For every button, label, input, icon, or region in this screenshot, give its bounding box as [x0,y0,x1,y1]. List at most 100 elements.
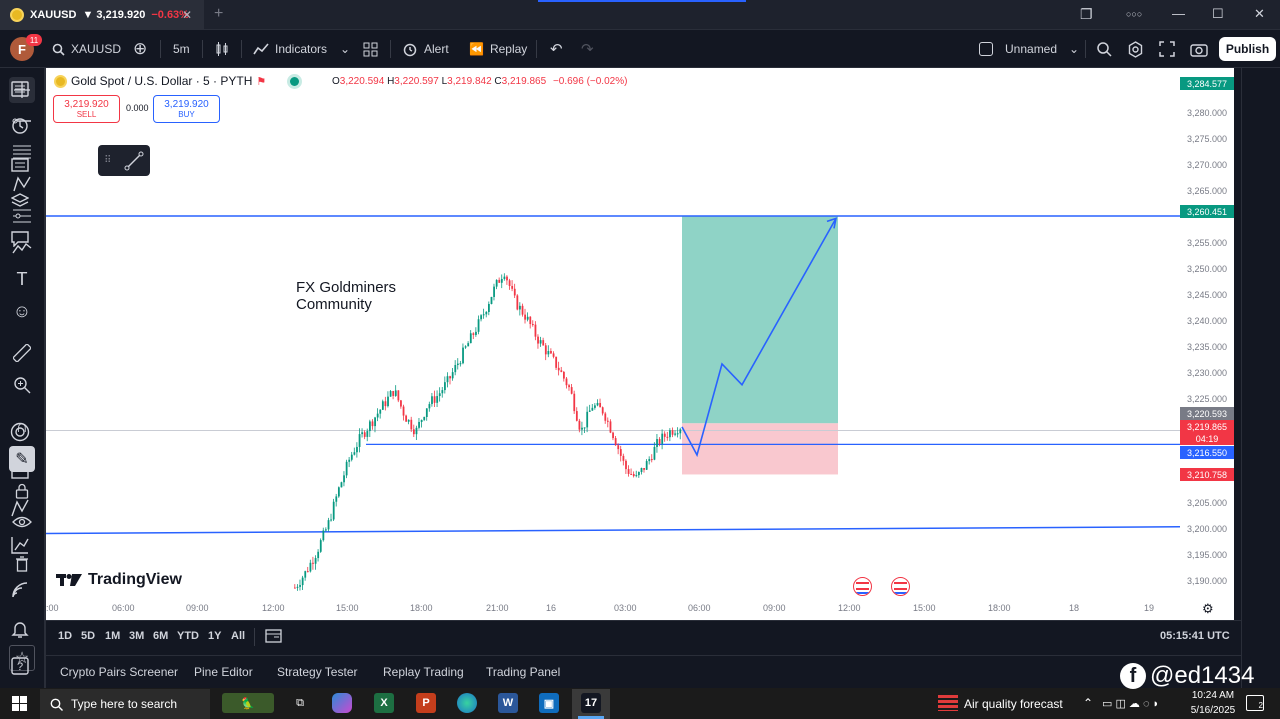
calendar-icon[interactable] [8,458,32,482]
alert-button[interactable]: Alert [402,30,449,68]
indicators-dropdown-chevron-icon[interactable]: ⌄ [340,42,351,56]
quick-search-button[interactable] [1096,30,1112,68]
tray-chevron-up-icon[interactable]: ⌃ [1083,696,1094,710]
taskbar-date[interactable]: 5/16/2025 [1190,705,1236,716]
facebook-icon: f [1120,663,1146,689]
range-button-5d[interactable]: 5D [81,630,96,642]
open-value: 3,220.594 [339,76,385,87]
weather-widget[interactable]: Air quality forecast [964,697,1063,711]
bottom-tab-strategy-tester[interactable]: Strategy Tester [277,665,358,679]
text-tool-icon[interactable]: T [16,268,28,289]
alerts-clock-icon[interactable] [8,114,32,138]
utc-clock[interactable]: 05:15:41 UTC [1160,630,1230,642]
candle-body [632,474,635,477]
help-icon[interactable]: ? [8,654,32,678]
trend-chart-icon[interactable] [8,533,32,557]
tab-close-icon[interactable]: ✕ [182,8,193,22]
stream-icon[interactable] [8,578,32,602]
powerpoint-icon[interactable]: P [416,693,436,713]
candle-body [412,429,415,435]
windows-start-icon[interactable] [12,696,28,715]
file-explorer-icon[interactable]: ▣ [539,693,559,713]
indicators-button[interactable]: Indicators [253,30,327,68]
chat-icon[interactable] [8,227,32,251]
minimize-button[interactable]: — [1172,6,1185,21]
range-button-6m[interactable]: 6M [153,630,169,642]
task-view-icon[interactable]: ⧉ [296,696,304,709]
lock-icon[interactable] [10,479,34,503]
taskbar-search[interactable]: Type here to search [40,689,210,719]
range-button-1m[interactable]: 1M [105,630,121,642]
redo-icon[interactable]: ↷ [581,41,594,58]
range-button-1y[interactable]: 1Y [208,630,222,642]
edge-browser-icon[interactable] [457,693,477,713]
close-window-button[interactable]: ✕ [1254,6,1265,21]
target-icon[interactable] [8,420,32,444]
bottom-tab-pine-editor[interactable]: Pine Editor [194,665,253,679]
economic-event-flag-icon[interactable] [853,577,872,596]
price-chart[interactable] [46,68,1234,620]
floating-drawing-toolbar[interactable]: ⠿ [98,145,150,176]
candle-body [433,396,436,403]
goto-date-icon[interactable] [265,628,282,647]
notification-center-icon[interactable]: 2 [1246,695,1264,711]
settings-button[interactable] [1127,30,1144,68]
ideas-icon[interactable] [8,496,32,520]
notification-bell-icon[interactable] [8,617,32,641]
pattern-tool-icon[interactable] [10,172,34,196]
snapshot-button[interactable] [1190,30,1208,68]
search-highlight-icon[interactable]: 🦜 [222,693,274,713]
layers-icon[interactable] [8,189,32,213]
emoji-tool-icon[interactable]: ☺ [12,300,32,321]
active-tab[interactable]: XAUUSD ▼ 3,219.920 −0.63% [0,0,204,30]
compare-plus-icon[interactable]: ⊕ [133,39,148,58]
range-button-ytd[interactable]: YTD [177,630,199,642]
fib-tool-icon[interactable] [10,140,34,164]
ruler-tool-icon[interactable] [10,341,34,365]
bottom-tab-trading-panel[interactable]: Trading Panel [486,665,561,679]
chart-settings-gear-icon[interactable]: ⚙ [1202,601,1214,616]
zoom-in-icon[interactable] [10,373,34,397]
range-button-3m[interactable]: 3M [129,630,145,642]
copilot-icon[interactable] [332,693,352,713]
trash-icon[interactable] [10,552,34,576]
range-button-all[interactable]: All [231,630,246,642]
candle-body [327,520,330,530]
symbol-search-button[interactable]: XAUUSD [52,30,121,68]
prediction-tool-icon[interactable] [10,204,34,228]
chart-type-button[interactable] [214,30,230,68]
brush-tool-icon[interactable] [10,236,34,260]
layout-name-button[interactable]: Unnamed ⌄ [979,30,1079,68]
buy-button[interactable]: 3,219.920 BUY [153,95,220,123]
window-dots-icon[interactable]: ○○○ [1126,9,1143,19]
word-icon[interactable]: W [498,693,518,713]
interval-button[interactable]: 5m [173,30,190,68]
drag-handle-icon[interactable]: ⠿ [104,155,112,166]
taskbar-time[interactable]: 10:24 AM [1191,690,1235,701]
tray-icons[interactable]: ▭ ◫ ☁ ◌ ◗ [1102,698,1160,710]
replay-button[interactable]: ⏪ Replay [469,30,527,68]
magnet-icon[interactable]: ∩ [15,417,29,436]
window-layout-icon[interactable]: ❐ [1080,6,1093,22]
watchlist-icon[interactable] [8,77,32,101]
new-tab-button[interactable]: + [214,5,224,22]
excel-icon[interactable]: X [374,693,394,713]
publish-button[interactable]: Publish [1219,37,1276,61]
undo-icon[interactable]: ↶ [550,41,563,58]
sell-button[interactable]: 3,219.920 SELL [53,95,120,123]
fullscreen-button[interactable] [1159,30,1175,68]
economic-event-flag-icon[interactable] [891,577,910,596]
maximize-button[interactable]: ☐ [1212,6,1224,21]
data-window-icon[interactable] [8,152,32,176]
tradingview-app-icon[interactable]: 17 [581,693,601,713]
eye-icon[interactable] [10,510,34,534]
chart-pane[interactable] [46,68,1234,620]
bottom-tab-replay-trading[interactable]: Replay Trading [383,665,464,679]
tradingview-logo[interactable]: TradingView [56,571,182,589]
search-icon [52,43,65,56]
range-button-1d[interactable]: 1D [58,630,73,642]
line-tool-icon[interactable] [124,151,144,171]
bottom-tab-crypto-pairs-screener[interactable]: Crypto Pairs Screener [60,665,179,679]
candle-body [444,382,446,391]
layout-grid-button[interactable] [363,30,378,68]
